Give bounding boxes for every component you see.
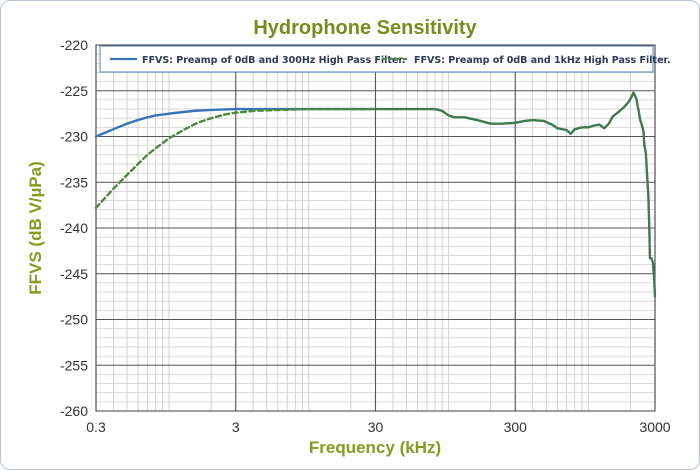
y-tick-label: -240 [60,220,88,236]
legend-box [99,45,654,73]
x-tick-label: 3000 [639,419,670,435]
y-axis-label: FFVS (dB V/µPa) [26,161,45,295]
chart-title: Hydrophone Sensitivity [253,17,477,39]
legend: FFVS: Preamp of 0dB and 300Hz High Pass … [99,45,670,73]
x-tick-label: 30 [368,419,384,435]
series-line-2 [374,91,657,298]
legend-entry-2: FFVS: Preamp of 0dB and 1kHz High Pass F… [414,55,670,66]
plot-area [95,44,656,412]
y-tick-label: -225 [60,83,88,99]
series-line-1 [94,107,377,210]
y-tick-label: -230 [60,129,88,145]
x-tick-label: 3 [232,419,240,435]
x-axis-label: Frequency (kHz) [309,438,441,457]
y-tick-label: -255 [60,357,88,373]
y-tick-label: -260 [60,403,88,419]
y-tick-label: -250 [60,312,88,328]
series-layer [94,91,657,298]
y-tick-label: -245 [60,266,88,282]
y-tick-label: -235 [60,174,88,190]
x-tick-label: 300 [504,419,528,435]
x-tick-labels: 0.3 3 30 300 3000 [86,419,671,435]
legend-entry-1: FFVS: Preamp of 0dB and 300Hz High Pass … [142,55,405,66]
y-tick-label: -220 [60,37,88,53]
x-tick-label: 0.3 [86,419,106,435]
y-tick-labels: -220 -225 -230 -235 -240 -245 -250 -255 -260 [60,37,88,419]
